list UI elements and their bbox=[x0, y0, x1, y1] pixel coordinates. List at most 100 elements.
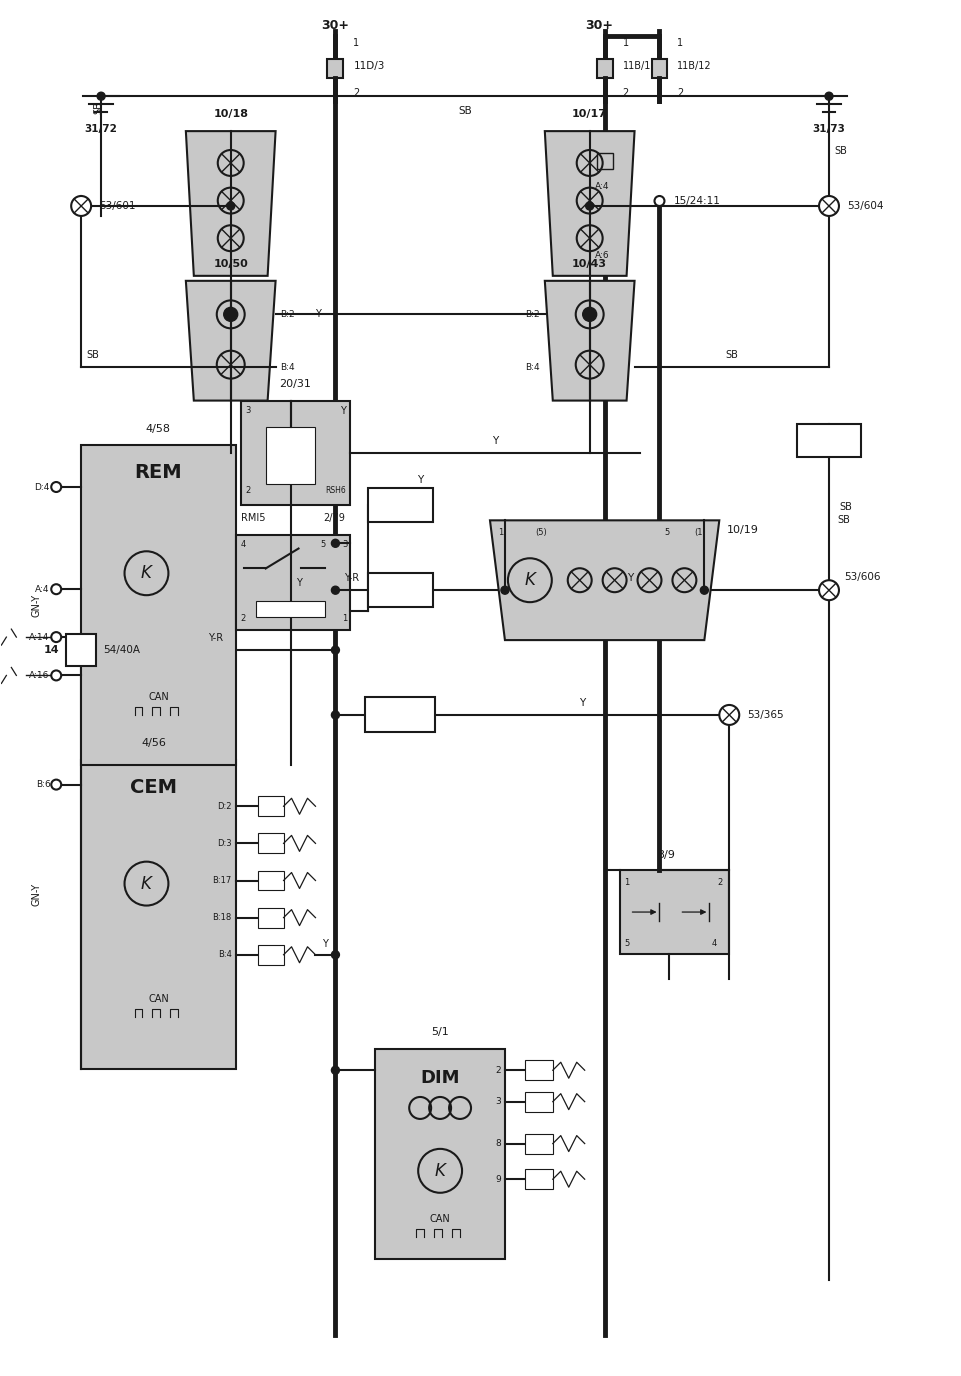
Text: Y-R: Y-R bbox=[344, 574, 359, 583]
Polygon shape bbox=[235, 535, 350, 630]
Text: 1: 1 bbox=[342, 614, 347, 623]
Text: 54/3LG
    12: 54/3LG 12 bbox=[382, 705, 417, 725]
Polygon shape bbox=[258, 797, 283, 816]
Polygon shape bbox=[489, 520, 719, 640]
Polygon shape bbox=[365, 698, 434, 732]
Polygon shape bbox=[265, 427, 315, 484]
Polygon shape bbox=[544, 131, 634, 275]
Circle shape bbox=[224, 307, 237, 322]
Text: 5: 5 bbox=[664, 528, 669, 537]
Polygon shape bbox=[796, 424, 860, 457]
Text: 2: 2 bbox=[240, 614, 246, 623]
Text: A:14: A:14 bbox=[29, 633, 49, 641]
Polygon shape bbox=[596, 59, 612, 78]
Text: Y: Y bbox=[339, 406, 345, 416]
Text: 11B/10: 11B/10 bbox=[622, 62, 656, 72]
Circle shape bbox=[700, 586, 707, 594]
Text: RMI5: RMI5 bbox=[240, 513, 265, 523]
Text: K: K bbox=[434, 1161, 445, 1179]
Text: B:6: B:6 bbox=[37, 780, 51, 788]
Text: 2/79: 2/79 bbox=[323, 513, 345, 523]
Text: 5: 5 bbox=[624, 940, 629, 948]
Text: 1: 1 bbox=[677, 39, 683, 48]
Text: 54/50
   6: 54/50 6 bbox=[814, 429, 842, 451]
Text: 30+: 30+ bbox=[585, 19, 613, 33]
Text: SB: SB bbox=[836, 516, 849, 526]
Polygon shape bbox=[185, 131, 275, 275]
Text: K: K bbox=[524, 571, 534, 589]
Text: 3: 3 bbox=[495, 1097, 501, 1106]
Text: Y: Y bbox=[322, 938, 328, 949]
Text: B:2: B:2 bbox=[281, 310, 295, 319]
Polygon shape bbox=[525, 1134, 553, 1153]
Text: Y: Y bbox=[295, 578, 301, 588]
Text: REM: REM bbox=[135, 464, 182, 483]
Circle shape bbox=[825, 92, 832, 100]
Text: 2: 2 bbox=[622, 88, 628, 98]
Polygon shape bbox=[258, 908, 283, 927]
Polygon shape bbox=[525, 1061, 553, 1080]
Text: 30+: 30+ bbox=[321, 19, 349, 33]
Circle shape bbox=[653, 195, 664, 206]
Circle shape bbox=[719, 705, 738, 725]
Text: 1: 1 bbox=[498, 528, 503, 537]
Circle shape bbox=[227, 202, 234, 211]
Text: B:4: B:4 bbox=[281, 362, 295, 372]
Text: SB: SB bbox=[725, 350, 737, 361]
Polygon shape bbox=[81, 446, 235, 765]
Text: A:4: A:4 bbox=[35, 585, 49, 593]
Text: SB: SB bbox=[833, 146, 846, 155]
Polygon shape bbox=[651, 59, 667, 78]
Polygon shape bbox=[240, 400, 350, 505]
Circle shape bbox=[51, 670, 62, 680]
Circle shape bbox=[51, 632, 62, 643]
Text: 4/58: 4/58 bbox=[146, 424, 171, 433]
Circle shape bbox=[818, 195, 838, 216]
Text: CAN: CAN bbox=[148, 995, 168, 1004]
Text: 10/17: 10/17 bbox=[572, 109, 606, 120]
Text: SB: SB bbox=[457, 106, 472, 116]
Text: 53/601: 53/601 bbox=[99, 201, 136, 211]
Polygon shape bbox=[258, 945, 283, 965]
Text: 2: 2 bbox=[353, 88, 359, 98]
Polygon shape bbox=[258, 834, 283, 853]
Text: 9: 9 bbox=[495, 1175, 501, 1183]
Circle shape bbox=[332, 951, 339, 959]
Circle shape bbox=[818, 581, 838, 600]
Circle shape bbox=[332, 711, 339, 718]
Polygon shape bbox=[544, 281, 634, 400]
Text: 4: 4 bbox=[710, 940, 716, 948]
Text: K: K bbox=[141, 564, 152, 582]
Text: 53/365: 53/365 bbox=[747, 710, 783, 720]
Text: CEM: CEM bbox=[130, 777, 177, 797]
Text: 5: 5 bbox=[320, 541, 326, 549]
Polygon shape bbox=[367, 488, 432, 523]
Text: 3: 3 bbox=[342, 541, 348, 549]
Text: 10/43: 10/43 bbox=[572, 259, 606, 268]
Text: DIM: DIM bbox=[420, 1069, 459, 1087]
Text: 5/1: 5/1 bbox=[431, 1028, 449, 1038]
Polygon shape bbox=[185, 281, 275, 400]
Text: Y: Y bbox=[627, 574, 633, 583]
Circle shape bbox=[332, 539, 339, 548]
Circle shape bbox=[51, 585, 62, 594]
Text: CAN: CAN bbox=[430, 1214, 450, 1223]
Text: A:6: A:6 bbox=[594, 250, 608, 260]
Text: CAN: CAN bbox=[148, 692, 168, 702]
Text: 54/50
   3: 54/50 3 bbox=[385, 579, 414, 601]
Circle shape bbox=[332, 1066, 339, 1075]
Text: 14: 14 bbox=[43, 645, 60, 655]
Text: K: K bbox=[141, 875, 152, 893]
Text: B:4: B:4 bbox=[217, 951, 232, 959]
Text: Y: Y bbox=[491, 436, 498, 446]
Circle shape bbox=[582, 307, 596, 322]
Text: 2: 2 bbox=[677, 88, 683, 98]
Text: RSH6: RSH6 bbox=[325, 486, 346, 495]
Text: B:4: B:4 bbox=[525, 362, 539, 372]
Text: SB: SB bbox=[86, 350, 99, 361]
Text: D:3: D:3 bbox=[217, 839, 232, 848]
Text: 53/604: 53/604 bbox=[846, 201, 882, 211]
Circle shape bbox=[501, 586, 508, 594]
Text: 15/24:11: 15/24:11 bbox=[673, 195, 720, 206]
Polygon shape bbox=[258, 871, 283, 890]
